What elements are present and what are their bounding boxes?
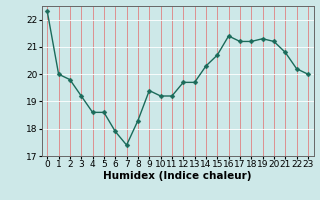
X-axis label: Humidex (Indice chaleur): Humidex (Indice chaleur)	[103, 171, 252, 181]
